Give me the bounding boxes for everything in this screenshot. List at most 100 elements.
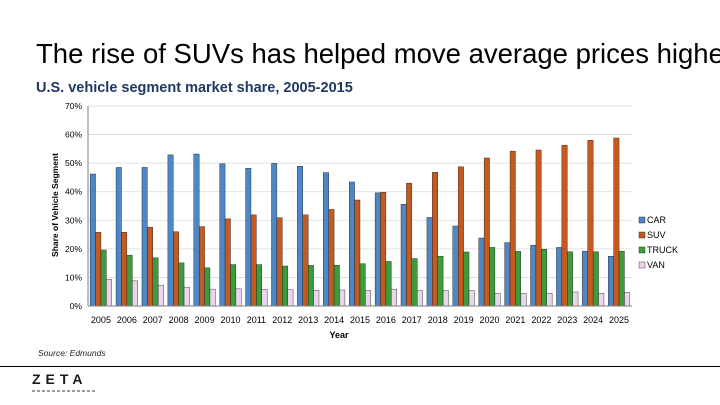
bar-van — [183, 286, 190, 307]
bar-van — [261, 289, 268, 307]
bar-suv — [198, 226, 205, 307]
y-tick-label: 20% — [65, 244, 82, 254]
x-tick-label: 2010 — [220, 315, 240, 325]
legend-swatch-truck — [638, 246, 646, 254]
legend-label-van: VAN — [647, 260, 665, 270]
x-tick-label: 2024 — [583, 315, 603, 325]
bar-truck — [489, 247, 496, 307]
x-tick-label: 2023 — [557, 315, 577, 325]
bar-car — [452, 225, 459, 307]
bar-van — [624, 292, 631, 307]
x-tick-label: 2007 — [143, 315, 163, 325]
x-tick-label: 2018 — [428, 315, 448, 325]
bar-suv — [587, 140, 594, 307]
bar-van — [417, 290, 423, 307]
x-tick-label: 2019 — [454, 315, 474, 325]
bar-car — [504, 242, 511, 307]
x-tick-label: 2015 — [350, 315, 370, 325]
bar-truck — [126, 254, 133, 307]
logo-wordmark: ZETA — [32, 371, 88, 387]
bar-car — [582, 250, 588, 307]
legend: CAR SUV TRUCK VAN — [638, 215, 678, 270]
bar-suv — [509, 150, 516, 307]
bar-truck — [515, 251, 522, 307]
bar-van — [313, 290, 320, 307]
bar-truck — [100, 249, 107, 307]
bar-truck — [307, 265, 314, 307]
bar-suv — [432, 172, 438, 307]
x-tick-label: 2016 — [376, 315, 396, 325]
y-axis-title: Share of Vehicle Segment — [50, 153, 60, 257]
bar-car — [400, 204, 407, 307]
bar-suv — [147, 226, 153, 307]
x-tick-label: 2011 — [247, 315, 266, 325]
x-axis-title: Year — [329, 330, 349, 340]
bar-suv — [302, 214, 309, 307]
bar-car — [245, 168, 252, 307]
bar-truck — [592, 251, 599, 307]
bar-car — [297, 166, 303, 307]
bar-truck — [256, 264, 262, 307]
bar-van — [235, 288, 242, 307]
bar-car — [608, 256, 614, 307]
bar-truck — [541, 248, 547, 307]
x-tick-label: 2017 — [402, 315, 422, 325]
bar-suv — [224, 218, 231, 307]
x-tick-label: 2005 — [91, 315, 111, 325]
bar-suv — [173, 231, 179, 307]
bar-van — [494, 292, 501, 307]
slide-title: The rise of SUVs has helped move average… — [36, 38, 720, 69]
bar-truck — [282, 265, 288, 307]
axes — [87, 106, 632, 307]
x-tick-label: 2020 — [480, 315, 500, 325]
legend-label-truck: TRUCK — [647, 245, 678, 255]
bar-suv — [380, 192, 387, 307]
bar-car — [530, 244, 537, 307]
bar-truck — [204, 267, 211, 307]
bar-van — [572, 291, 579, 307]
bar-car — [478, 237, 485, 307]
bar-truck — [437, 256, 444, 307]
bar-truck — [152, 257, 159, 307]
bar-truck — [618, 250, 625, 307]
x-tick-label: 2013 — [298, 315, 318, 325]
bar-suv — [458, 166, 464, 307]
footer-divider — [0, 366, 720, 367]
x-tick-label: 2014 — [324, 315, 344, 325]
x-axis-ticks: 2005 2006 2007 2008 2009 2010 2011 2012 2013 2014… — [91, 315, 629, 325]
bar-suv — [250, 214, 257, 307]
y-tick-label: 50% — [65, 158, 82, 168]
bar-suv — [276, 217, 283, 307]
legend-label-suv: SUV — [647, 230, 666, 240]
bar-truck — [178, 262, 185, 307]
legend-swatch-car — [638, 216, 646, 224]
bar-suv — [95, 232, 102, 307]
y-axis-ticks: 0% 10% 20% 30% 40% 50% 60% 70% — [65, 101, 82, 311]
bar-car — [193, 153, 200, 307]
bars — [89, 137, 631, 307]
bar-van — [287, 289, 294, 307]
bar-suv — [483, 157, 490, 307]
x-tick-label: 2006 — [117, 315, 137, 325]
bar-suv — [406, 182, 413, 307]
bar-car — [271, 163, 278, 307]
bar-car — [323, 172, 329, 307]
bar-suv — [328, 209, 335, 307]
bar-truck — [411, 258, 418, 307]
bar-car — [556, 247, 563, 307]
bar-van — [468, 290, 475, 307]
source-note: Source: Edmunds — [38, 348, 106, 358]
bar-van — [339, 289, 346, 307]
x-tick-label: 2022 — [531, 315, 551, 325]
bar-truck — [385, 261, 392, 307]
bar-truck — [359, 263, 366, 307]
bar-van — [106, 279, 112, 307]
legend-label-car: CAR — [647, 215, 667, 225]
bar-van — [442, 290, 449, 307]
bar-van — [598, 292, 605, 307]
bar-car — [426, 217, 433, 307]
bar-car — [115, 167, 122, 307]
legend-swatch-suv — [638, 231, 646, 239]
zeta-logo: ZETA — [32, 372, 112, 396]
bar-car — [89, 173, 96, 307]
